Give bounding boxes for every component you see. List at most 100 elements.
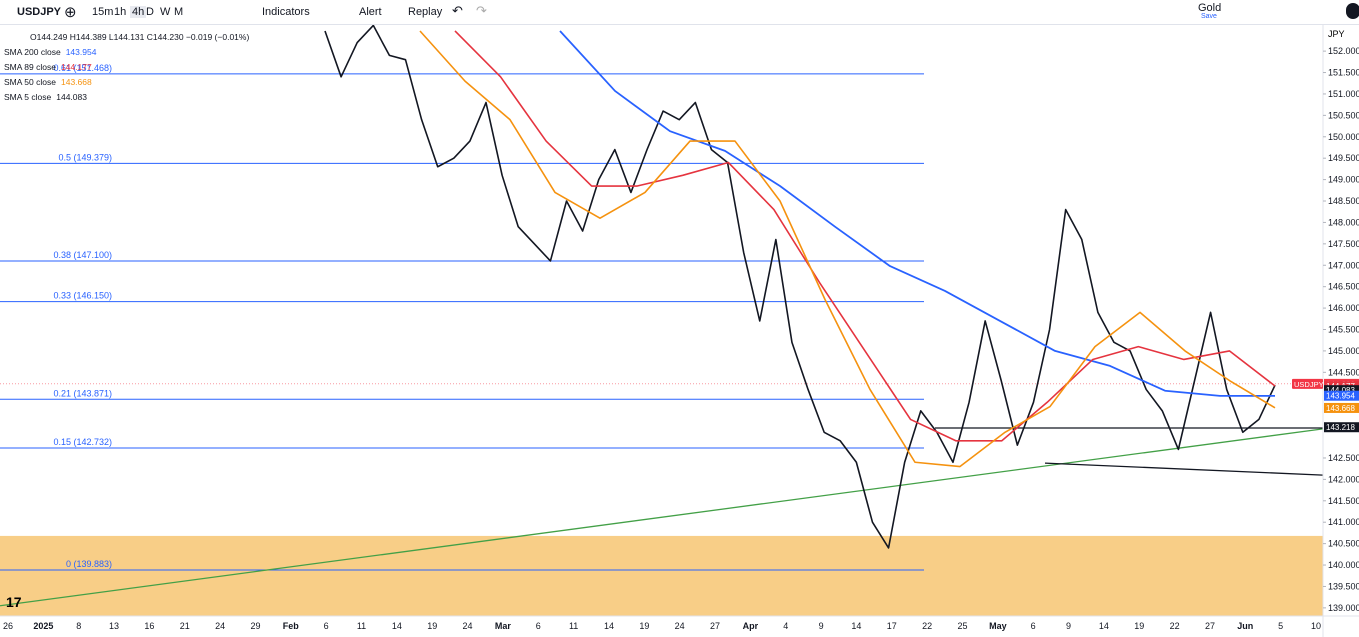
- price-badge: [1324, 385, 1359, 396]
- x-tick-label: 9: [1066, 621, 1071, 631]
- x-tick-label: 2025: [33, 621, 53, 631]
- layout-name[interactable]: Gold: [1198, 2, 1222, 14]
- x-tick-label: 19: [427, 621, 437, 631]
- y-tick-label: 147.500: [1328, 239, 1359, 249]
- study-legend: SMA 89 close 144.177: [4, 60, 249, 75]
- trendline: [0, 428, 1323, 607]
- profile[interactable]: [1346, 3, 1359, 19]
- y-tick-label: 141.000: [1328, 517, 1359, 527]
- x-tick-label: 14: [1099, 621, 1109, 631]
- symbol[interactable]: USDJPY: [17, 6, 62, 18]
- toolbar: USDJPY ⊕ 15m 1h 4h D W M Indicators Alert Rep…: [0, 0, 1359, 25]
- fib-label: 0.21 (143.871): [53, 388, 112, 398]
- y-tick-label: 147.000: [1328, 260, 1359, 270]
- study-value: 144.177: [60, 62, 92, 72]
- x-tick-label: 14: [392, 621, 402, 631]
- alert[interactable]: Alert: [359, 6, 382, 18]
- study-name: SMA 200 close: [4, 47, 61, 57]
- y-tick-label: 148.000: [1328, 217, 1359, 227]
- interval[interactable]: 4h: [130, 6, 147, 18]
- x-tick-label: 11: [357, 621, 366, 631]
- series-line: [419, 30, 1276, 468]
- y-tick-label: 146.000: [1328, 303, 1359, 313]
- price-badge: [1324, 390, 1359, 401]
- y-tick-label: 151.500: [1328, 68, 1359, 78]
- x-tick-label: 24: [463, 621, 473, 631]
- chart: 0.61 (151.468) 0.5 (149.379) 0.38 (147.100…: [0, 25, 1359, 637]
- x-tick-label: 10: [1311, 621, 1321, 631]
- interval[interactable]: W: [160, 6, 171, 18]
- interval[interactable]: 1h: [114, 6, 127, 18]
- y-tick-label: 139.500: [1328, 581, 1359, 591]
- x-tick-label: Feb: [283, 621, 300, 631]
- y-tick-label: 145.000: [1328, 346, 1359, 356]
- logo: 17: [6, 594, 22, 610]
- x-tick-label: 17: [887, 621, 897, 631]
- y-tick-label: 149.500: [1328, 153, 1359, 163]
- trendline: [1044, 462, 1323, 476]
- y-tick-label: 140.500: [1328, 539, 1359, 549]
- y-tick-label: 145.500: [1328, 324, 1359, 334]
- x-tick-label: 22: [1170, 621, 1180, 631]
- x-tick-label: 21: [180, 621, 190, 631]
- x-tick-label: 11: [569, 621, 578, 631]
- fib-label: 0 (139.883): [66, 559, 112, 569]
- study-value: 144.083: [56, 92, 87, 102]
- fib-label: 0.61 (151.468): [53, 63, 112, 73]
- x-tick-label: 19: [639, 621, 649, 631]
- y-tick-label: 151.000: [1328, 89, 1359, 99]
- price-badge-label: 144.083: [1326, 386, 1355, 395]
- x-tick-label: 9: [819, 621, 824, 631]
- x-tick-label: 24: [215, 621, 225, 631]
- add-symbol[interactable]: ⊕: [64, 4, 77, 21]
- y-tick-label: 141.500: [1328, 496, 1359, 506]
- x-tick-label: 24: [675, 621, 685, 631]
- undo[interactable]: ↶: [452, 3, 463, 18]
- price-badge: [1324, 402, 1359, 413]
- x-tick-label: 27: [1205, 621, 1215, 631]
- x-tick-label: 27: [710, 621, 720, 631]
- redo[interactable]: ↷: [476, 3, 487, 18]
- interval[interactable]: M: [174, 6, 184, 18]
- save[interactable]: Save: [1201, 13, 1217, 20]
- symbol-badge: [1292, 378, 1323, 389]
- fib-label: 0.15 (142.732): [53, 437, 112, 447]
- x-tick-label: 22: [922, 621, 932, 631]
- x-tick-label: Jun: [1237, 621, 1253, 631]
- series-line: [454, 30, 1276, 442]
- interval[interactable]: D: [146, 6, 154, 18]
- fib-label: 0.5 (149.379): [58, 152, 112, 162]
- x-tick-label: 6: [1031, 621, 1036, 631]
- study-value: 143.954: [65, 47, 97, 57]
- y-tick-label: 149.000: [1328, 175, 1359, 185]
- y-tick-label: 148.500: [1328, 196, 1359, 206]
- x-tick-label: 13: [109, 621, 119, 631]
- replay[interactable]: Replay: [408, 6, 443, 18]
- x-tick-label: 5: [1278, 621, 1283, 631]
- interval[interactable]: 15m: [92, 6, 114, 18]
- x-tick-label: 6: [536, 621, 541, 631]
- fib-label: 0.38 (147.100): [53, 250, 112, 260]
- y-tick-label: 144.500: [1328, 367, 1359, 377]
- zone: [0, 535, 1323, 616]
- y-tick-label: 140.000: [1328, 560, 1359, 570]
- x-tick-label: May: [989, 621, 1007, 631]
- price-badge: [1324, 422, 1359, 433]
- price-badge-label: 143.668: [1326, 404, 1355, 413]
- y-tick-label: 150.000: [1328, 132, 1359, 142]
- x-tick-label: 14: [604, 621, 614, 631]
- study-name: SMA 89 close: [4, 62, 56, 72]
- price-badge-label: 143.954: [1326, 392, 1355, 401]
- series-line: [324, 25, 1276, 549]
- study-name: SMA 5 close: [4, 92, 52, 102]
- indicators[interactable]: Indicators: [262, 6, 310, 18]
- x-tick-label: 16: [144, 621, 154, 631]
- study-legend: SMA 200 close 143.954: [4, 45, 249, 60]
- x-tick-label: 25: [957, 621, 967, 631]
- study-legend: SMA 50 close 143.668: [4, 75, 249, 90]
- x-tick-label: 6: [324, 621, 329, 631]
- study-name: SMA 50 close: [4, 77, 56, 87]
- study-legend: SMA 5 close 144.083: [4, 90, 249, 105]
- y-tick-label: 152.000: [1328, 46, 1359, 56]
